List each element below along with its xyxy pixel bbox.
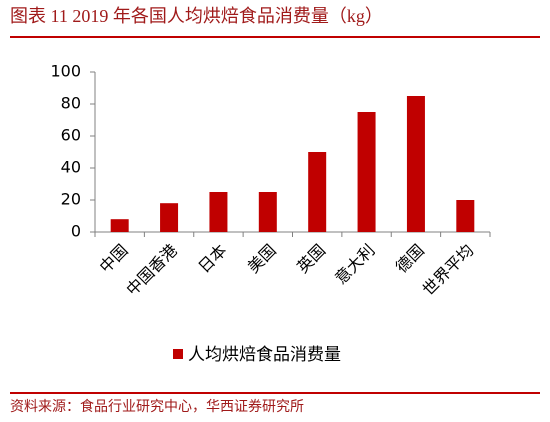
source-note: 资料来源：食品行业研究中心，华西证券研究所 (10, 398, 304, 415)
x-tick-label: 日本 (194, 241, 230, 277)
x-tick-label: 中国 (96, 241, 132, 277)
x-tick-label: 德国 (392, 241, 428, 277)
legend-label: 人均烘焙食品消费量 (188, 345, 341, 365)
y-tick-label: 80 (61, 94, 81, 113)
y-tick-label: 20 (61, 190, 81, 209)
x-tick-label: 英国 (293, 241, 329, 277)
bar (406, 96, 425, 232)
x-tick-label: 美国 (244, 241, 280, 277)
bar (258, 192, 277, 232)
x-tick-label: 中国香港 (122, 241, 181, 300)
x-tick-label: 意大利 (331, 241, 378, 288)
chart-title: 图表 11 2019 年各国人均烘焙食品消费量（kg） (10, 6, 383, 26)
bar (110, 219, 129, 232)
y-tick-label: 100 (50, 62, 81, 81)
y-tick-label: 60 (61, 126, 81, 145)
bar (456, 200, 475, 232)
x-tick-label: 世界平均 (419, 241, 478, 300)
bar (357, 112, 376, 232)
y-tick-label: 40 (61, 158, 81, 177)
bar (209, 192, 228, 232)
y-tick-label: 0 (71, 222, 81, 241)
legend-swatch (173, 349, 183, 359)
bar (308, 152, 327, 232)
bar (160, 203, 179, 232)
